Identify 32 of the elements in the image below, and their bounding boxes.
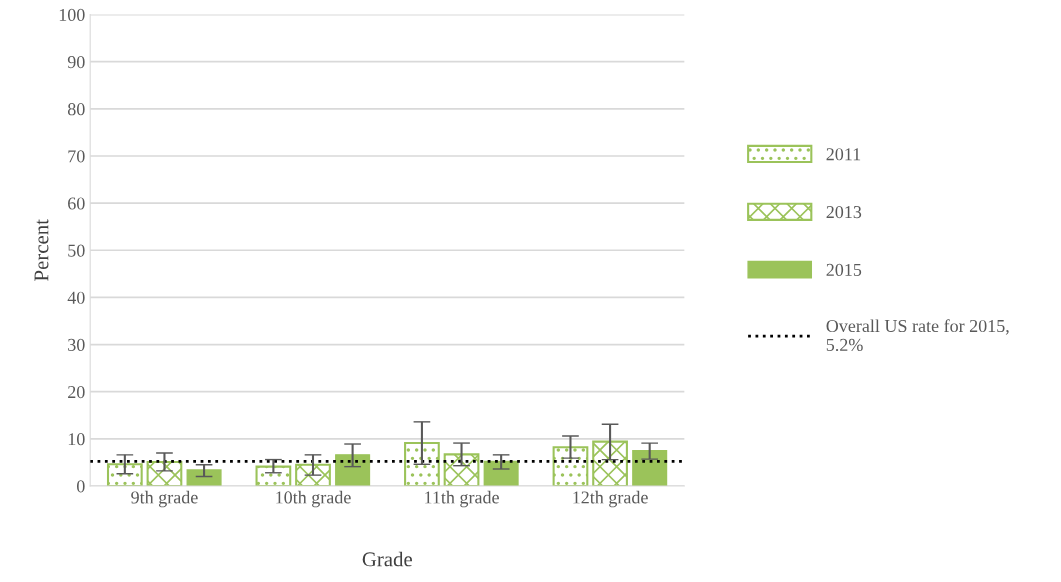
- y-tick-label: 80: [67, 103, 85, 116]
- x-tick-label: 12th grade: [573, 490, 648, 508]
- legend-label: 2013: [826, 205, 862, 219]
- bar: [255, 465, 292, 486]
- x-tick-label: 11th grade: [425, 490, 499, 508]
- bar: [295, 463, 331, 486]
- x-tick-label: 9th grade: [131, 490, 198, 508]
- y-tick-label: 60: [68, 197, 85, 210]
- y-tick-label: 40: [67, 291, 85, 304]
- bar: [186, 469, 222, 486]
- y-tick-label: 20: [68, 385, 85, 399]
- y-tick-label: 70: [68, 150, 85, 163]
- bar: [592, 440, 628, 486]
- bar: [404, 442, 440, 486]
- legend-label: Overall US rate for 2015, 5.2%: [826, 319, 1009, 352]
- bar: [106, 463, 143, 486]
- y-tick-label: 0: [76, 480, 85, 493]
- bar: [483, 460, 519, 486]
- legend-label: 2015: [826, 263, 862, 276]
- x-tick-label: 10th grade: [276, 490, 351, 508]
- bar: [443, 453, 480, 486]
- x-axis-title: Grade: [362, 551, 412, 567]
- y-axis-title: Percent: [34, 219, 49, 281]
- bar: [552, 446, 589, 486]
- y-tick-label: 90: [67, 55, 85, 69]
- bar: [632, 449, 668, 486]
- y-tick-label: 10: [68, 433, 85, 446]
- y-tick-label: 50: [68, 244, 85, 257]
- bar: [335, 454, 371, 486]
- legend-label: 2011: [826, 148, 861, 161]
- y-tick-label: 30: [68, 338, 85, 351]
- y-tick-label: 100: [59, 8, 85, 21]
